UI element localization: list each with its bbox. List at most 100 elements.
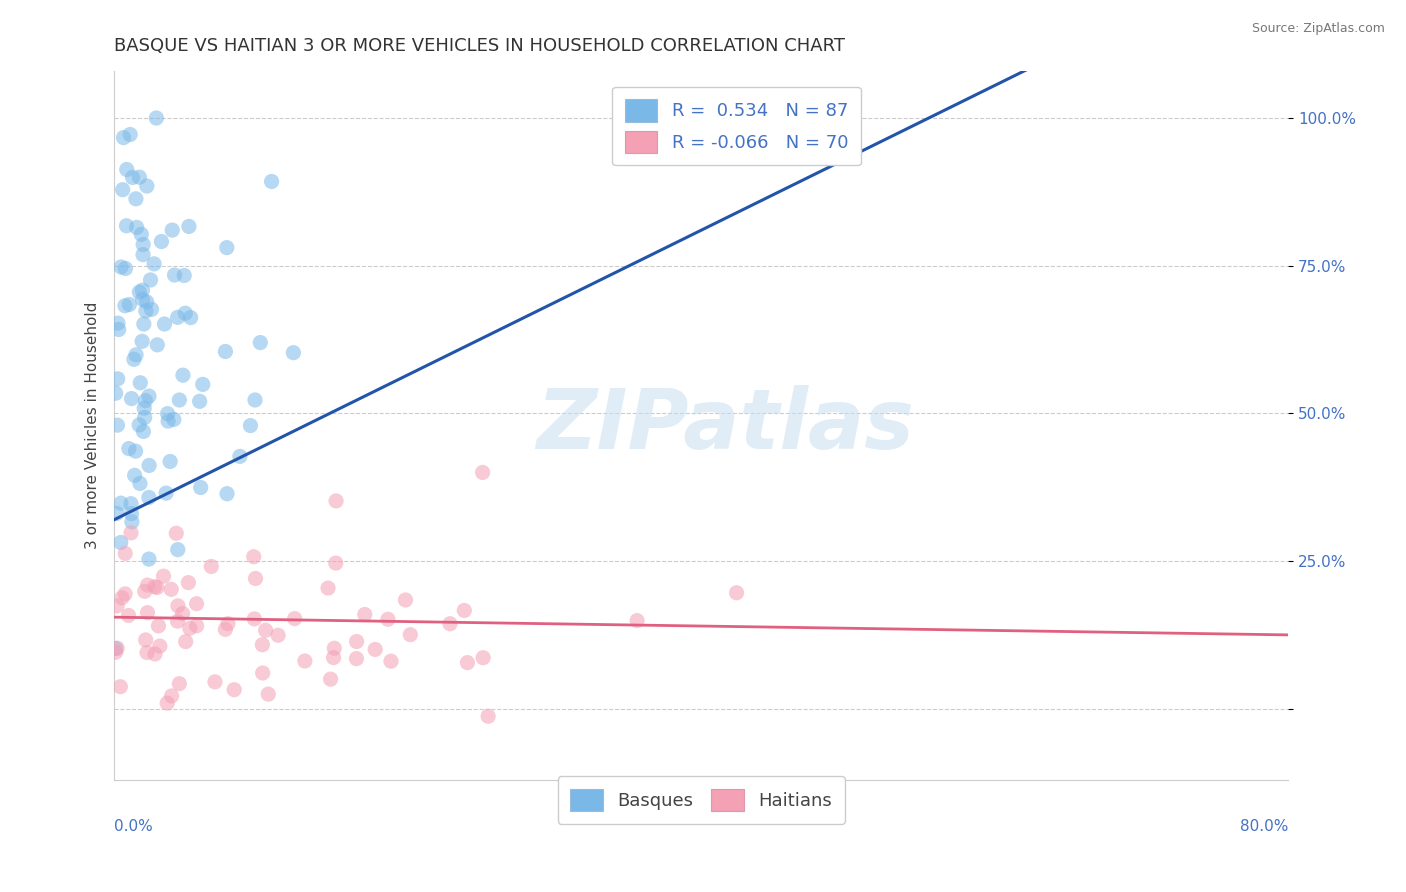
- Point: [239, 418, 262, 433]
- Point: [132, 247, 155, 261]
- Point: [134, 584, 156, 599]
- Point: [107, 372, 129, 386]
- Point: [131, 283, 153, 297]
- Point: [105, 418, 128, 433]
- Point: [136, 646, 159, 660]
- Point: [453, 603, 475, 617]
- Point: [135, 294, 157, 309]
- Point: [134, 393, 156, 408]
- Point: [135, 304, 157, 318]
- Point: [131, 334, 153, 349]
- Point: [260, 174, 283, 188]
- Point: [472, 650, 495, 665]
- Point: [114, 546, 136, 560]
- Legend: Basques, Haitians: Basques, Haitians: [558, 776, 845, 823]
- Point: [143, 580, 166, 594]
- Point: [120, 525, 142, 540]
- Point: [150, 235, 173, 249]
- Point: [173, 268, 195, 283]
- Point: [224, 682, 246, 697]
- Point: [110, 680, 132, 694]
- Text: BASQUE VS HAITIAN 3 OR MORE VEHICLES IN HOUSEHOLD CORRELATION CHART: BASQUE VS HAITIAN 3 OR MORE VEHICLES IN …: [114, 37, 845, 55]
- Point: [243, 392, 266, 407]
- Point: [120, 497, 142, 511]
- Point: [165, 526, 187, 541]
- Point: [132, 237, 155, 252]
- Point: [319, 672, 342, 686]
- Point: [188, 394, 211, 409]
- Point: [169, 676, 191, 690]
- Point: [283, 345, 305, 359]
- Point: [121, 392, 143, 406]
- Point: [456, 656, 478, 670]
- Point: [191, 377, 214, 392]
- Point: [156, 407, 179, 421]
- Point: [121, 515, 143, 529]
- Point: [107, 322, 129, 336]
- Point: [215, 487, 238, 501]
- Point: [122, 352, 145, 367]
- Point: [138, 458, 160, 473]
- Point: [284, 612, 307, 626]
- Point: [110, 535, 132, 549]
- Point: [114, 299, 136, 313]
- Point: [128, 417, 150, 432]
- Point: [111, 183, 134, 197]
- Point: [118, 442, 141, 456]
- Point: [134, 410, 156, 425]
- Point: [120, 128, 142, 142]
- Point: [135, 632, 157, 647]
- Point: [169, 392, 191, 407]
- Point: [325, 494, 347, 508]
- Point: [129, 476, 152, 491]
- Point: [125, 192, 148, 206]
- Point: [110, 260, 132, 274]
- Point: [143, 257, 166, 271]
- Point: [125, 348, 148, 362]
- Point: [149, 639, 172, 653]
- Point: [141, 302, 163, 317]
- Point: [160, 689, 183, 703]
- Point: [121, 507, 143, 521]
- Point: [105, 507, 128, 521]
- Point: [128, 285, 150, 299]
- Point: [249, 335, 271, 350]
- Point: [394, 593, 416, 607]
- Point: [180, 310, 202, 325]
- Point: [104, 386, 127, 401]
- Point: [214, 344, 236, 359]
- Point: [322, 650, 344, 665]
- Point: [136, 606, 159, 620]
- Point: [105, 641, 128, 656]
- Point: [135, 179, 157, 194]
- Point: [118, 297, 141, 311]
- Point: [157, 414, 180, 428]
- Point: [121, 170, 143, 185]
- Point: [344, 651, 367, 665]
- Point: [145, 111, 167, 125]
- Point: [160, 582, 183, 597]
- Point: [117, 608, 139, 623]
- Point: [167, 599, 190, 613]
- Point: [186, 619, 208, 633]
- Point: [471, 466, 494, 480]
- Point: [136, 578, 159, 592]
- Point: [155, 486, 177, 500]
- Point: [129, 227, 152, 242]
- Point: [138, 389, 160, 403]
- Point: [111, 591, 134, 605]
- Point: [254, 624, 277, 638]
- Point: [380, 654, 402, 668]
- Point: [172, 368, 194, 383]
- Point: [124, 444, 146, 458]
- Point: [257, 687, 280, 701]
- Point: [626, 614, 648, 628]
- Point: [129, 376, 152, 390]
- Point: [172, 607, 194, 621]
- Point: [166, 542, 188, 557]
- Point: [124, 468, 146, 483]
- Point: [138, 491, 160, 505]
- Point: [364, 642, 387, 657]
- Point: [166, 614, 188, 628]
- Point: [139, 273, 162, 287]
